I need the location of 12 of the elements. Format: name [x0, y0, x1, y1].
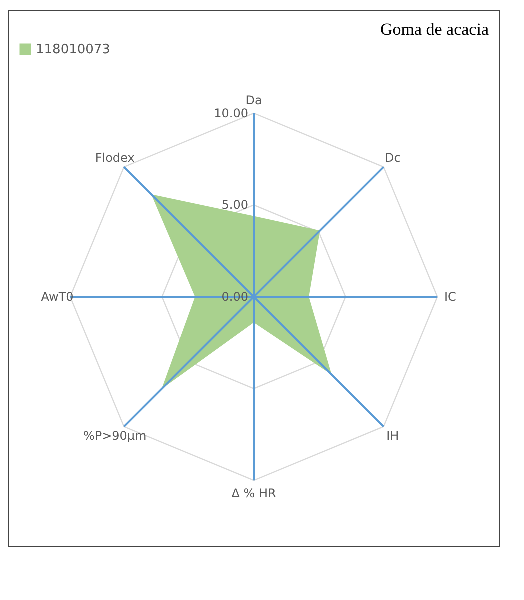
spoke-label: %P>90µm: [83, 428, 147, 443]
spoke-label: IC: [444, 290, 456, 304]
spoke-label: Flodex: [95, 151, 135, 166]
chart-title: Goma de acacia: [380, 20, 490, 39]
spoke-label: AwT0: [41, 290, 74, 304]
spoke-label: Δ % HR: [232, 486, 276, 500]
spoke-label: Dc: [384, 151, 401, 166]
spoke-label: IH: [386, 428, 400, 443]
y-tick-label: 5.00: [222, 198, 248, 212]
legend-label: 118010073: [36, 42, 110, 58]
y-tick-label: 10.00: [214, 106, 248, 120]
spoke-label: Da: [246, 94, 262, 108]
